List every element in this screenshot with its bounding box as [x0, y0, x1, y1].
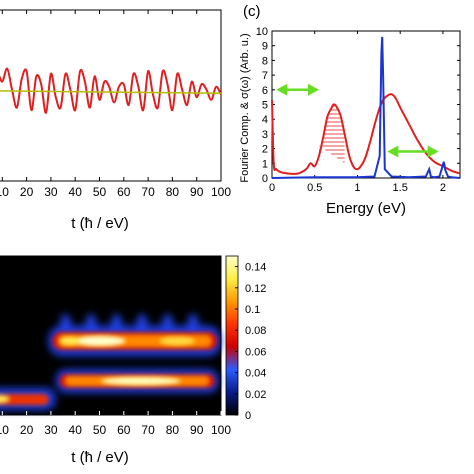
upper-band-ripple — [85, 314, 96, 332]
x-axis-label: t (ħ / eV) — [71, 215, 129, 232]
colorbar-tick-label: 0.06 — [245, 346, 266, 358]
x-tick-label: 90 — [190, 423, 204, 437]
series-line-red — [271, 93, 461, 175]
panel-label: (c) — [243, 3, 261, 20]
colorbar-tick-label: 0.12 — [245, 283, 266, 295]
arrow-head-left — [387, 145, 399, 158]
x-tick-label: 30 — [44, 423, 58, 437]
series-line-yellow — [0, 90, 222, 95]
y-tick-label: 6 — [262, 85, 268, 97]
y-tick-label: 8 — [262, 55, 268, 67]
x-tick-label: 10 — [0, 185, 9, 199]
upper-band-ripple — [111, 314, 122, 332]
colorbar-tick-label: 0.14 — [245, 262, 266, 274]
x-tick-label: 1 — [354, 182, 360, 194]
y-tick-label: 4 — [262, 114, 268, 126]
colorbar-tick-label: 0.02 — [245, 389, 266, 401]
upper-band-peak — [73, 336, 126, 346]
y-axis-label: Fourier Comp. & σ(ω) (Arb. u.) — [239, 33, 251, 182]
upper-band-ripple — [60, 314, 71, 332]
y-tick-label: 5 — [262, 100, 268, 112]
middle-band-hot — [100, 377, 181, 385]
hatched-area — [319, 104, 345, 164]
series-line-blue — [271, 36, 461, 179]
upper-band-bright — [159, 337, 196, 345]
lower-band-core — [0, 394, 49, 405]
y-tick-label: 10 — [256, 26, 268, 38]
x-tick-label: 20 — [20, 185, 34, 199]
arrow-head-left — [276, 83, 288, 96]
x-tick-label: 70 — [141, 185, 155, 199]
x-tick-label: 80 — [166, 185, 180, 199]
lower-band-peak — [0, 395, 9, 403]
x-tick-label: 90 — [190, 185, 204, 199]
x-tick-label: 50 — [93, 423, 107, 437]
x-tick-label: 0 — [269, 182, 275, 194]
x-tick-label: 30 — [44, 185, 58, 199]
lower-band-red — [0, 394, 49, 405]
x-tick-label: 2 — [440, 182, 446, 194]
series-line-red — [0, 67, 222, 114]
x-tick-label: 10 — [0, 423, 9, 437]
upper-band-ripple — [162, 314, 173, 332]
y-tick-label: 0 — [262, 173, 268, 185]
time-frequency-heatmap: 10 20 30 40 50 60 70 80 90 100 t (ħ / eV) 0 0.02 0.04… — [0, 255, 266, 466]
x-tick-label: 40 — [69, 185, 83, 199]
y-tick-label: 1 — [262, 158, 268, 170]
colorbar — [225, 255, 239, 416]
arrow-head-right — [427, 145, 439, 158]
colorbar-tick-label: 0 — [245, 410, 251, 422]
x-tick-label: 80 — [166, 423, 180, 437]
x-tick-label: 50 — [93, 185, 107, 199]
x-tick-label: 100 — [211, 185, 231, 199]
x-axis-label: t (ħ / eV) — [71, 449, 129, 466]
upper-band-hot — [60, 336, 196, 346]
x-tick-label: 40 — [69, 423, 83, 437]
x-tick-label: 60 — [117, 185, 131, 199]
x-tick-label: 20 — [20, 423, 34, 437]
x-tick-label: 1.5 — [393, 182, 408, 194]
y-tick-label: 3 — [262, 129, 268, 141]
x-tick-label: 60 — [117, 423, 131, 437]
x-tick-label: 100 — [211, 423, 231, 437]
upper-band-ripple — [188, 314, 199, 332]
colorbar-tick-label: 0.04 — [245, 368, 266, 380]
x-tick-label: 70 — [141, 423, 155, 437]
upper-band-ripple — [137, 314, 148, 332]
y-tick-label: 7 — [262, 70, 268, 82]
y-tick-label: 9 — [262, 41, 268, 53]
top-left-plot: 10 20 30 40 50 60 70 80 90 100 t (ħ / eV) — [0, 9, 231, 232]
colorbar-tick-label: 0.08 — [245, 325, 266, 337]
colorbar-tick-label: 0.1 — [245, 304, 260, 316]
middle-band-peak — [100, 377, 181, 385]
x-axis-label: Energy (eV) — [326, 200, 406, 217]
y-tick-label: 2 — [262, 144, 268, 156]
upper-band-bright — [60, 337, 81, 345]
x-tick-label: 0.5 — [307, 182, 322, 194]
arrow-head-right — [308, 83, 319, 96]
